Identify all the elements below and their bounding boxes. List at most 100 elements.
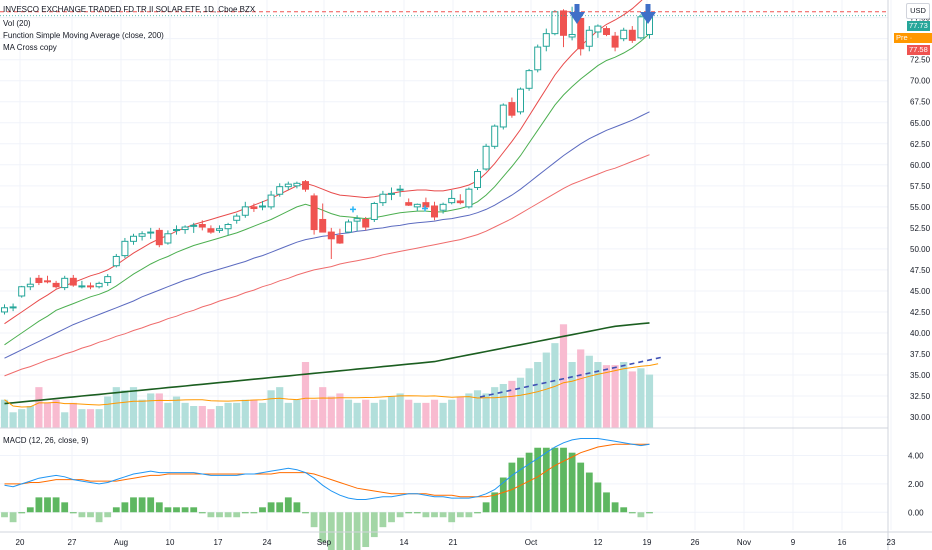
macd-histogram-bar [259, 507, 266, 513]
macd-histogram-bar [130, 497, 137, 513]
macd-histogram-bar [216, 512, 223, 518]
time-tick-label: 14 [400, 538, 409, 547]
candle [155, 227, 163, 248]
volume-bar [516, 377, 525, 428]
volume-bar [138, 399, 146, 428]
currency-button[interactable]: USD [906, 3, 930, 19]
volume-bar [0, 399, 9, 428]
volume-bar [310, 399, 318, 428]
volume-bar [645, 374, 654, 428]
price-tick-label: 65.00 [910, 119, 931, 128]
candle [603, 26, 610, 37]
macd-tick-label: 4.00 [908, 452, 924, 461]
volume-bar [258, 402, 267, 428]
macd-histogram-bar [155, 502, 163, 513]
volume-bar [86, 409, 95, 428]
macd-tick-label: 2.00 [908, 480, 924, 489]
candle [491, 124, 499, 149]
volume-bar [78, 409, 86, 428]
macd-histogram-bar [594, 482, 602, 513]
macd-histogram-bar [241, 512, 249, 514]
volume-bar [405, 399, 413, 428]
ma-slow-line [4, 154, 650, 377]
volume-bar [370, 402, 378, 428]
volume-bar [551, 343, 559, 428]
macd-histogram-bar [276, 502, 284, 513]
volume-bar [172, 396, 181, 428]
macd-histogram-bar [388, 512, 395, 523]
macd-histogram-bar [121, 502, 129, 513]
candle [164, 230, 172, 245]
sma-indicator-label[interactable]: Function Simple Moving Average (close, 2… [3, 31, 164, 40]
volume-bar [387, 396, 396, 428]
volume-ma-line [4, 363, 659, 408]
volume-bar [164, 402, 172, 428]
macd-indicator-label[interactable]: MACD (12, 26, close, 9) [3, 436, 89, 445]
time-tick-label: 17 [214, 538, 223, 547]
volume-bar [207, 409, 215, 428]
candle [18, 285, 26, 298]
volume-bar [525, 368, 533, 428]
macd-histogram-bar [164, 507, 172, 513]
macd-histogram-bar [379, 512, 387, 528]
time-tick-label: 26 [691, 538, 700, 547]
volume-bar [628, 371, 636, 428]
ma-red-line [4, 0, 643, 325]
candle [465, 187, 473, 209]
macd-histogram-bar [52, 497, 60, 513]
macd-histogram-bar [474, 512, 481, 514]
macd-histogram-bar [95, 512, 103, 523]
macd-histogram-bar [224, 512, 232, 518]
macd-histogram-bar [525, 452, 533, 513]
volume-bar [198, 406, 206, 428]
macd-line [4, 438, 650, 500]
candle [345, 219, 352, 233]
macd-histogram-bar [542, 447, 550, 513]
time-tick-label: 24 [263, 538, 272, 547]
volume-bar [276, 387, 284, 428]
symbol-title[interactable]: INVESCO EXCHANGE TRADED FD TR II SOLAR E… [3, 5, 256, 14]
macd-histogram-bar [370, 512, 378, 538]
macd-histogram-bar [439, 512, 447, 518]
volume-bar [336, 393, 344, 428]
volume-bar [147, 393, 155, 428]
price-tick-label: 50.00 [910, 245, 931, 254]
ma-cross-indicator-label[interactable]: MA Cross copy [3, 43, 57, 52]
macd-histogram-bar [112, 507, 120, 513]
macd-histogram-bar [78, 512, 86, 518]
volume-bar [26, 406, 34, 428]
volume-bar [456, 396, 464, 428]
volume-bar [353, 402, 361, 428]
candle [448, 190, 456, 205]
macd-histogram-bar [293, 502, 301, 513]
candle [319, 203, 327, 233]
candle [181, 225, 189, 234]
candle [284, 181, 292, 191]
volume-bar [284, 402, 292, 428]
macd-histogram-bar [336, 512, 344, 550]
candle [267, 190, 275, 210]
macd-histogram-bar [362, 512, 370, 548]
volume-bar [534, 362, 542, 428]
macd-histogram-bar [568, 452, 576, 513]
macd-histogram-bar [18, 512, 26, 514]
time-tick-label: 16 [838, 538, 847, 547]
macd-histogram-bar [456, 512, 464, 518]
price-tick-label: 35.00 [910, 371, 931, 380]
macd-histogram-bar [491, 492, 499, 513]
volume-indicator-label[interactable]: Vol (20) [3, 19, 31, 28]
volume-bar [52, 399, 60, 428]
candle [138, 231, 146, 241]
volume-bar [95, 409, 103, 428]
ma-lines-layer [4, 0, 659, 408]
price-tick-label: 62.50 [910, 140, 931, 149]
macd-histogram-bar [198, 512, 206, 514]
time-tick-label: 9 [791, 538, 796, 547]
macd-histogram-bar [560, 447, 567, 513]
volume-bar [422, 402, 430, 428]
macd-histogram-bar [26, 507, 34, 513]
macd-histogram-bar [319, 512, 327, 543]
down-arrow-icon [569, 4, 585, 24]
time-tick-label: 19 [643, 538, 652, 547]
